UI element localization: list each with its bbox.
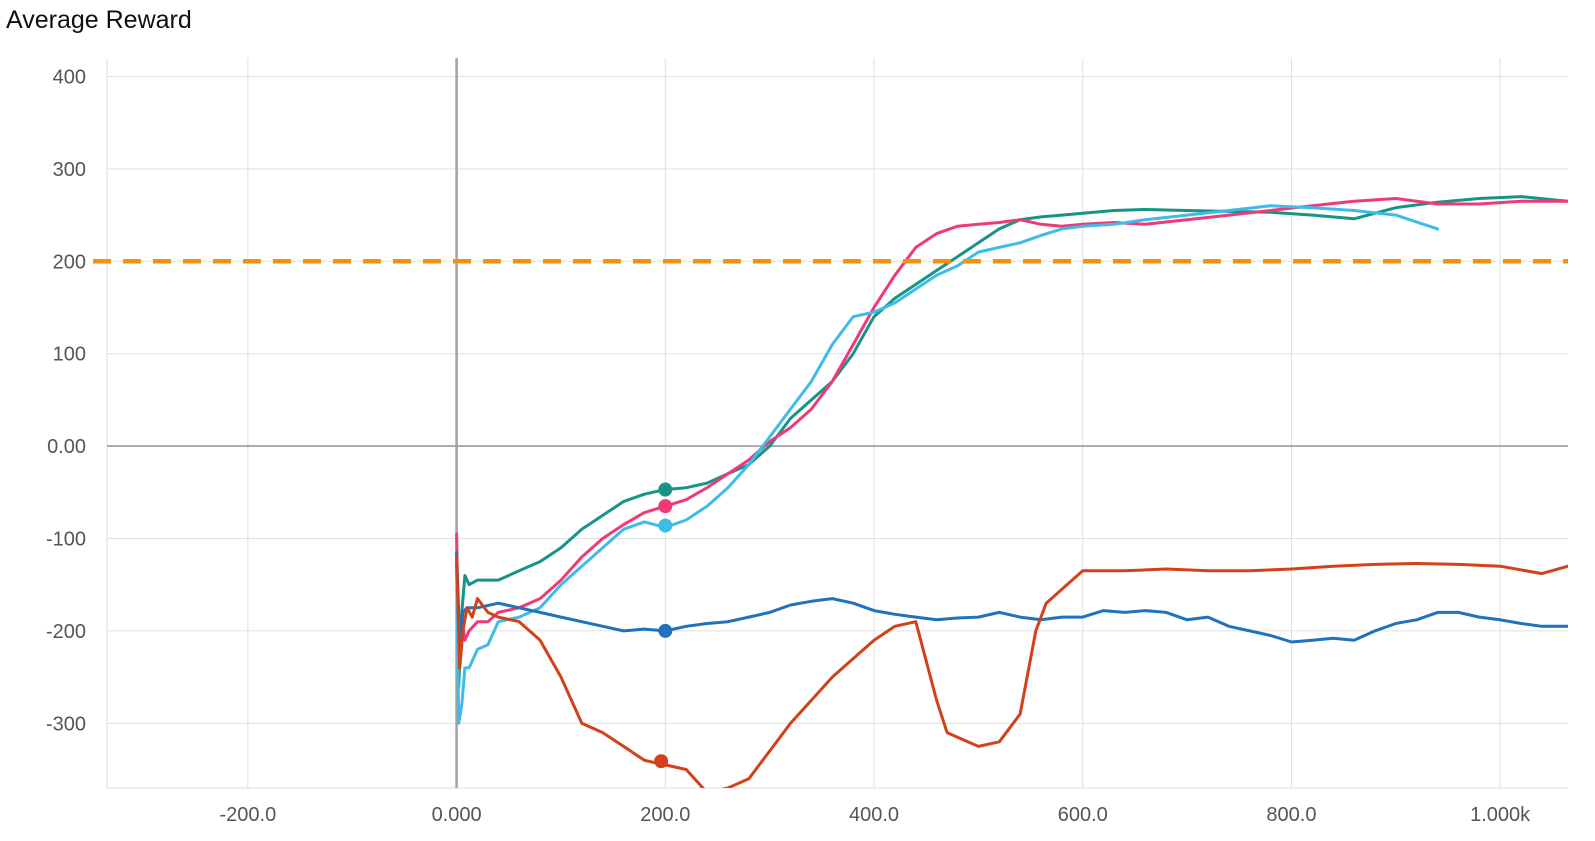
series-line [455,204,1440,725]
y-tick-label: 200 [53,251,86,273]
series-marker [658,499,673,514]
x-tick-label: -200.0 [220,804,277,826]
chart-title: Average Reward [6,6,192,34]
y-tick-label: -100 [46,529,86,551]
y-tick-label: 0.00 [47,436,86,458]
y-tick-label: 300 [53,159,86,181]
series-marker [658,518,673,533]
series-marker [658,623,673,638]
series-marker [654,754,669,769]
y-tick-label: -300 [46,713,86,735]
series-line [455,550,1568,644]
x-tick-label: 200.0 [640,804,690,826]
x-tick-label: 0.000 [432,804,482,826]
marker-layer [654,482,673,769]
series-marker [658,482,673,497]
series-line [455,555,1568,788]
x-tick-label: 800.0 [1266,804,1316,826]
tick-labels: -200.0 0.000 200.0 400.0 600.0 800.0 1.000k 400… [46,66,1531,826]
x-tick-label: 600.0 [1058,804,1108,826]
grid-lines [106,58,1568,789]
series-line [455,195,1568,688]
plot-area [107,195,1568,788]
series-layer [455,195,1568,788]
y-tick-label: 100 [53,344,86,366]
y-tick-label: -200 [46,621,86,643]
series-line [455,197,1568,661]
x-tick-label: 400.0 [849,804,899,826]
zero-axes [107,58,1568,788]
x-tick-label: 1.000k [1470,804,1531,826]
y-tick-label: 400 [53,66,86,88]
